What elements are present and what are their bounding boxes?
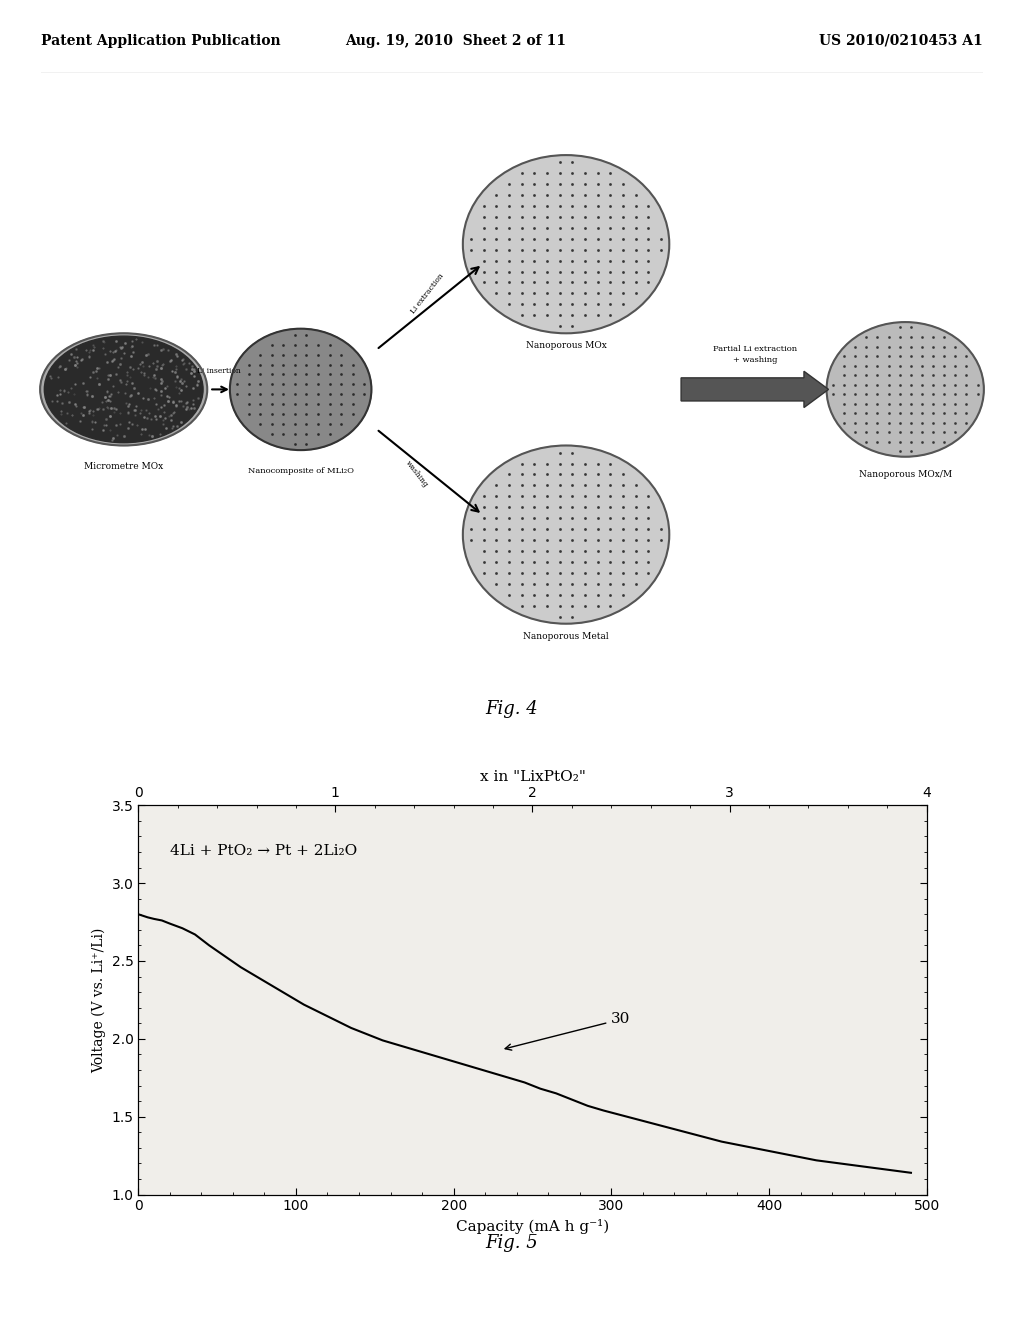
Ellipse shape	[463, 446, 670, 624]
Text: Li insertion: Li insertion	[198, 367, 241, 375]
Circle shape	[44, 337, 203, 442]
Ellipse shape	[229, 329, 372, 450]
Text: Nanocomposite of MLi₂O: Nanocomposite of MLi₂O	[248, 467, 353, 475]
Text: Fig. 5: Fig. 5	[485, 1234, 539, 1253]
Text: + washing: + washing	[732, 356, 777, 364]
Text: Nanoporous Metal: Nanoporous Metal	[523, 632, 609, 640]
Text: Li extraction: Li extraction	[409, 272, 445, 315]
Y-axis label: Voltage (V vs. Li⁺/Li): Voltage (V vs. Li⁺/Li)	[91, 927, 105, 1073]
Text: Nanoporous MOx: Nanoporous MOx	[525, 342, 606, 350]
Text: US 2010/0210453 A1: US 2010/0210453 A1	[819, 34, 983, 48]
FancyArrow shape	[681, 371, 828, 408]
X-axis label: Capacity (mA h g⁻¹): Capacity (mA h g⁻¹)	[456, 1218, 609, 1234]
Text: Partial Li extraction: Partial Li extraction	[713, 345, 797, 354]
Text: Micrometre MOx: Micrometre MOx	[84, 462, 163, 471]
Ellipse shape	[463, 156, 670, 334]
Text: Aug. 19, 2010  Sheet 2 of 11: Aug. 19, 2010 Sheet 2 of 11	[345, 34, 566, 48]
Text: Fig. 4: Fig. 4	[485, 701, 539, 718]
Text: washing: washing	[403, 459, 430, 488]
Text: 4Li + PtO₂ → Pt + 2Li₂O: 4Li + PtO₂ → Pt + 2Li₂O	[170, 843, 357, 858]
Text: Nanoporous MOx/M: Nanoporous MOx/M	[859, 470, 951, 479]
X-axis label: x in "LixPtO₂": x in "LixPtO₂"	[479, 770, 586, 784]
Ellipse shape	[826, 322, 984, 457]
Circle shape	[40, 334, 207, 446]
Text: Patent Application Publication: Patent Application Publication	[41, 34, 281, 48]
Text: 30: 30	[505, 1012, 631, 1051]
